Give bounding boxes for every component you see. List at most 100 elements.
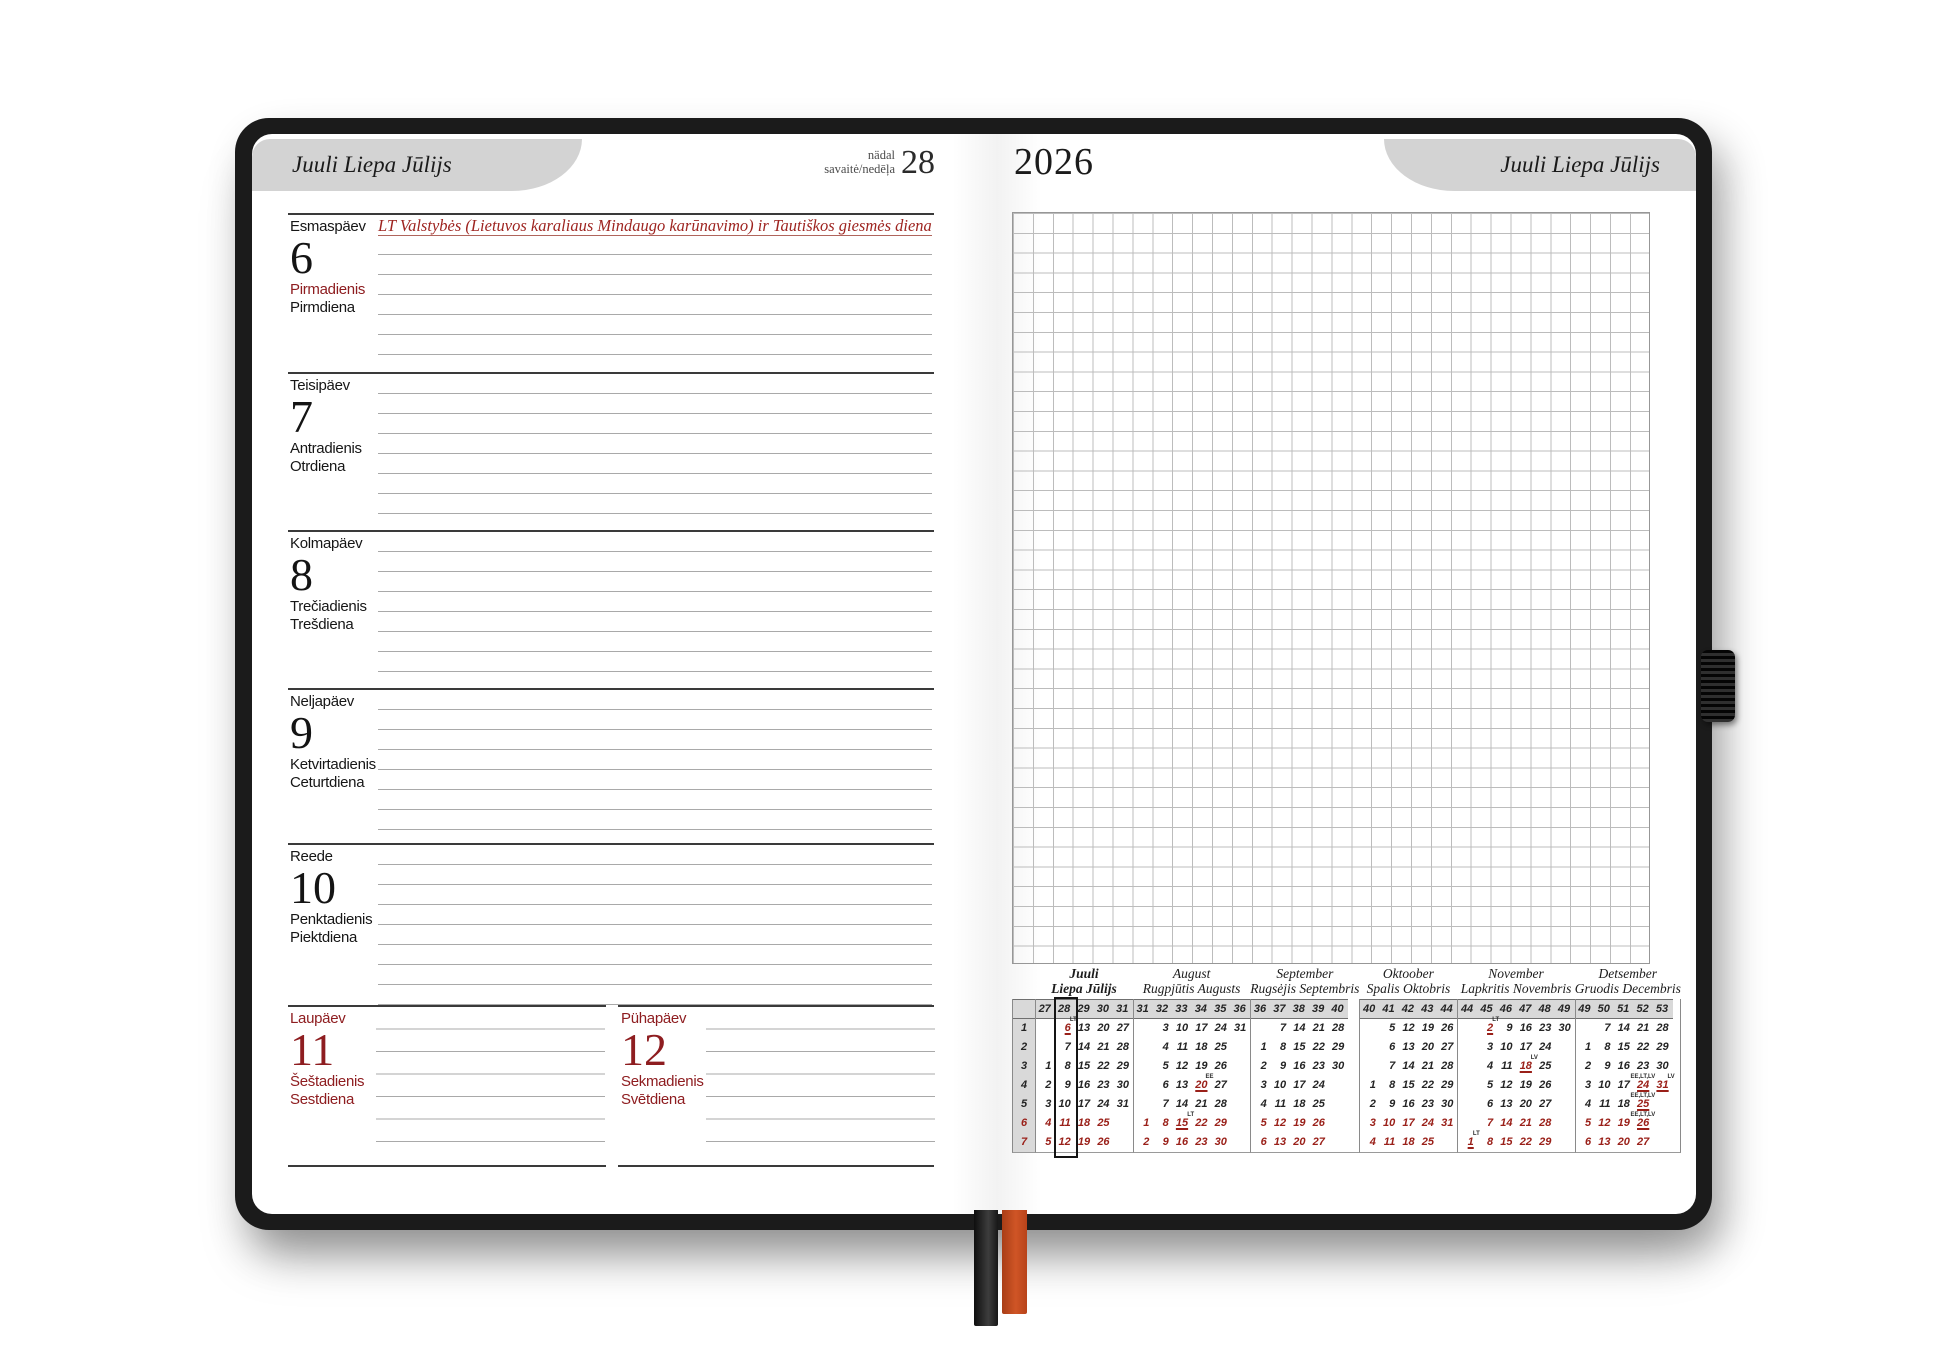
date-cell: 25: [1421, 1136, 1434, 1148]
date-cell: 11: [1599, 1098, 1611, 1110]
date-cell: 13: [1175, 1079, 1189, 1091]
date-cell: [1329, 1095, 1348, 1114]
week-number-cell: 32: [1153, 999, 1173, 1019]
date-cell: 14: [1402, 1060, 1415, 1072]
date-cell: [1458, 1057, 1477, 1076]
date-cell: 3: [1260, 1079, 1267, 1091]
date-cell: [1555, 1076, 1574, 1095]
day-number: 9: [290, 707, 313, 758]
holiday-country-marker: LT: [1187, 1112, 1195, 1118]
date-cell: [1555, 1038, 1574, 1057]
week-number: 28: [901, 144, 935, 181]
date-cell: 22: [1097, 1060, 1110, 1072]
date-cell: 11: [1176, 1041, 1189, 1053]
date-cell: 6: [1260, 1136, 1267, 1148]
date-cell: 8: [1279, 1041, 1287, 1053]
date-cell: [1329, 1076, 1348, 1095]
date-cell: 27: [1312, 1136, 1325, 1148]
date-cell: 7: [1064, 1041, 1071, 1053]
weekday-index: 1: [1013, 1019, 1035, 1038]
date-cell: 20: [1097, 1022, 1110, 1034]
date-cell: 20: [1519, 1098, 1532, 1110]
day-block-monday: Esmaspäev 6 Pirmadienis Pirmdiena LT Val…: [288, 213, 934, 374]
day-name-et: Laupäev: [290, 1010, 346, 1027]
date-cell: 24: [1214, 1022, 1227, 1034]
date-cell: 12: [1402, 1022, 1415, 1034]
date-cell: 18: [1293, 1098, 1306, 1110]
date-cell: 25: [1539, 1060, 1552, 1072]
date-cell: 15: [1617, 1041, 1630, 1053]
date-cell: 11: [1059, 1117, 1071, 1129]
mini-calendar-month-title: Oktoober Spalis Oktobris: [1366, 966, 1451, 996]
date-cell: 2 LT: [1487, 1017, 1500, 1034]
week-number-cell: 37: [1270, 999, 1291, 1019]
date-cell: 2: [1045, 1079, 1052, 1091]
date-cell: 16: [1293, 1060, 1306, 1072]
date-cell: 28: [1116, 1041, 1129, 1053]
date-cell: [1114, 1114, 1133, 1133]
date-cell: 14: [1293, 1022, 1306, 1034]
date-cell: 15 LT: [1175, 1112, 1195, 1129]
date-cell: 21: [1421, 1060, 1434, 1072]
date-cell: 1: [1045, 1060, 1052, 1072]
week-number-cell: 53: [1653, 999, 1673, 1019]
date-cell: 1: [1260, 1041, 1267, 1053]
date-cell: 17: [1519, 1041, 1532, 1053]
date-cell: 19: [1519, 1079, 1532, 1091]
date-cell: 13: [1402, 1041, 1415, 1053]
date-cell: 24: [1421, 1117, 1434, 1129]
date-cell: 5: [1487, 1079, 1494, 1091]
date-cell: 13: [1077, 1022, 1091, 1034]
holiday-note: LT Valstybės (Lietuvos karaliaus Mindaug…: [378, 216, 932, 235]
mini-calendar-month-title: November Lapkritis Novembris: [1460, 966, 1572, 996]
date-cell: 3: [1487, 1041, 1494, 1053]
date-cell: [1134, 1038, 1153, 1057]
date-cell: 5: [1584, 1117, 1592, 1129]
date-cell: 24: [1539, 1041, 1552, 1053]
month-tab-right-label: Juuli Liepa Jūlijs: [1500, 152, 1660, 177]
week-number-cell: 44: [1437, 999, 1458, 1019]
date-cell: 15: [1077, 1060, 1091, 1072]
day-name-lt: Sekmadienis: [621, 1073, 704, 1090]
date-cell: 25 EE,LT,LV: [1630, 1093, 1656, 1110]
date-cell: [1555, 1057, 1574, 1076]
date-cell: 8: [1064, 1060, 1071, 1072]
writing-lines: [378, 374, 932, 531]
date-cell: 10: [1175, 1022, 1189, 1034]
day-block-wednesday: Kolmapäev 8 Trečiadienis Trešdiena: [288, 530, 934, 690]
date-cell: 24: [1312, 1079, 1325, 1091]
date-cell: 2: [1584, 1060, 1592, 1072]
week-number-cell: 33: [1172, 999, 1193, 1019]
date-cell: 30: [1441, 1098, 1454, 1110]
date-cell: 6 LT: [1064, 1017, 1077, 1034]
date-cell: 4: [1260, 1098, 1267, 1110]
date-cell: 22: [1312, 1041, 1325, 1053]
day-name-et: Pühapäev: [621, 1010, 687, 1027]
date-cell: 20: [1293, 1136, 1306, 1148]
date-cell: 20: [1617, 1136, 1630, 1148]
date-cell: 21: [1637, 1022, 1650, 1034]
date-cell: 8: [1162, 1117, 1169, 1129]
date-cell: 17: [1617, 1079, 1630, 1091]
open-pages: Juuli Liepa Jūlijs Juuli Liepa Jūlijs nä…: [252, 134, 1696, 1214]
holiday-country-marker: EE,LT,LV: [1630, 1074, 1656, 1080]
date-cell: [1555, 1114, 1574, 1133]
date-cell: 23: [1539, 1022, 1552, 1034]
date-cell: [1231, 1038, 1250, 1057]
date-cell: 3: [1584, 1079, 1592, 1091]
holiday-country-marker: EE,LT,LV: [1630, 1112, 1656, 1118]
writing-lines: [378, 532, 932, 689]
day-name-lv: Sestdiena: [290, 1091, 355, 1108]
day-block-sunday: Pühapäev 12 Sekmadienis Svētdiena: [618, 1005, 935, 1167]
date-cell: 10: [1598, 1079, 1611, 1091]
date-cell: 23: [1195, 1136, 1208, 1148]
day-name-lv: Svētdiena: [621, 1091, 686, 1108]
date-cell: 6: [1487, 1098, 1494, 1110]
date-cell: 6: [1584, 1136, 1592, 1148]
day-name-lt: Antradienis: [290, 440, 362, 457]
date-cell: [1458, 1095, 1477, 1114]
date-cell: 1: [1584, 1041, 1592, 1053]
day-name-lt: Pirmadienis: [290, 281, 366, 298]
day-number: 10: [290, 862, 336, 913]
